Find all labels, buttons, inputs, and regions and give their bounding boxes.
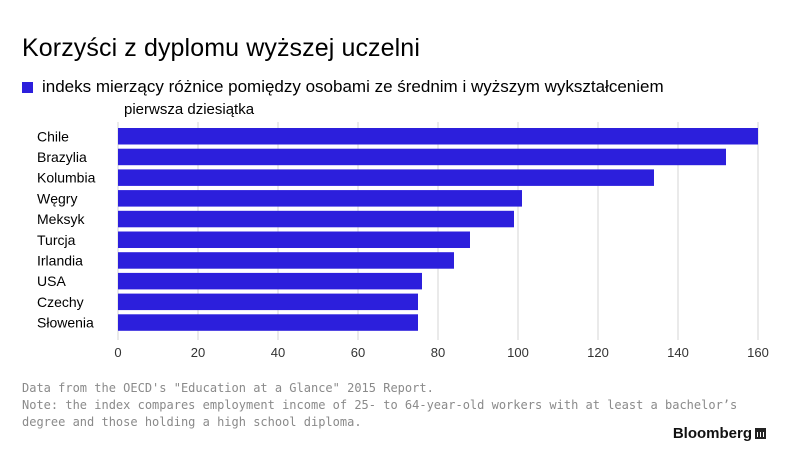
bar	[118, 293, 418, 311]
category-label: Irlandia	[37, 252, 83, 268]
x-tick-label: 120	[587, 345, 609, 360]
category-label: Kolumbia	[37, 170, 96, 186]
bar	[118, 190, 522, 207]
legend-swatch	[22, 81, 33, 93]
bar	[118, 252, 454, 269]
bar	[118, 210, 514, 228]
brand-logo: Bloomberg	[673, 425, 766, 442]
x-tick-label: 20	[191, 345, 205, 360]
bar	[118, 169, 654, 186]
category-label: USA	[37, 273, 66, 289]
bar	[118, 231, 470, 248]
source-line: Data from the OECD's "Education at a Gla…	[22, 381, 434, 395]
bar	[118, 148, 726, 166]
x-tick-labels: 0 20 40 60 80 100 120 140 160	[114, 345, 768, 360]
x-tick-label: 100	[507, 345, 529, 360]
bar-chart-icon	[755, 428, 766, 439]
x-tick-label: 0	[114, 345, 121, 360]
note-line: degree and those holding a high school d…	[22, 415, 362, 429]
bar	[118, 314, 418, 331]
x-tick-label: 80	[431, 345, 445, 360]
x-tick-label: 40	[271, 345, 285, 360]
x-tick-label: 140	[667, 345, 689, 360]
category-label: Turcja	[37, 232, 76, 248]
category-labels: Chile Brazylia Kolumbia Węgry Meksyk Turcja Ir…	[37, 128, 96, 330]
legend: indeks mierzący różnice pomiędzy osobami…	[22, 77, 664, 97]
bar-chart: Chile Brazylia Kolumbia Węgry Meksyk Turcja Ir…	[37, 122, 769, 360]
category-label: Węgry	[37, 190, 77, 206]
source-note: Data from the OECD's "Education at a Gla…	[22, 380, 737, 431]
note-line: Note: the index compares employment inco…	[22, 398, 738, 412]
legend-label: indeks mierzący różnice pomiędzy osobami…	[42, 77, 664, 96]
category-label: Słowenia	[37, 315, 94, 331]
category-label: Brazylia	[37, 149, 87, 165]
bar	[118, 128, 758, 145]
category-label: Chile	[37, 128, 69, 144]
bar	[118, 272, 422, 290]
chart-title: Korzyści z dyplomu wyższej uczelni	[22, 34, 420, 62]
bars	[118, 128, 758, 331]
brand-name: Bloomberg	[672, 425, 752, 442]
category-label: Meksyk	[37, 211, 85, 227]
chart-subtitle: pierwsza dziesiątka	[124, 101, 255, 118]
x-tick-label: 160	[747, 345, 769, 360]
x-tick-label: 60	[351, 345, 365, 360]
category-label: Czechy	[37, 294, 84, 310]
